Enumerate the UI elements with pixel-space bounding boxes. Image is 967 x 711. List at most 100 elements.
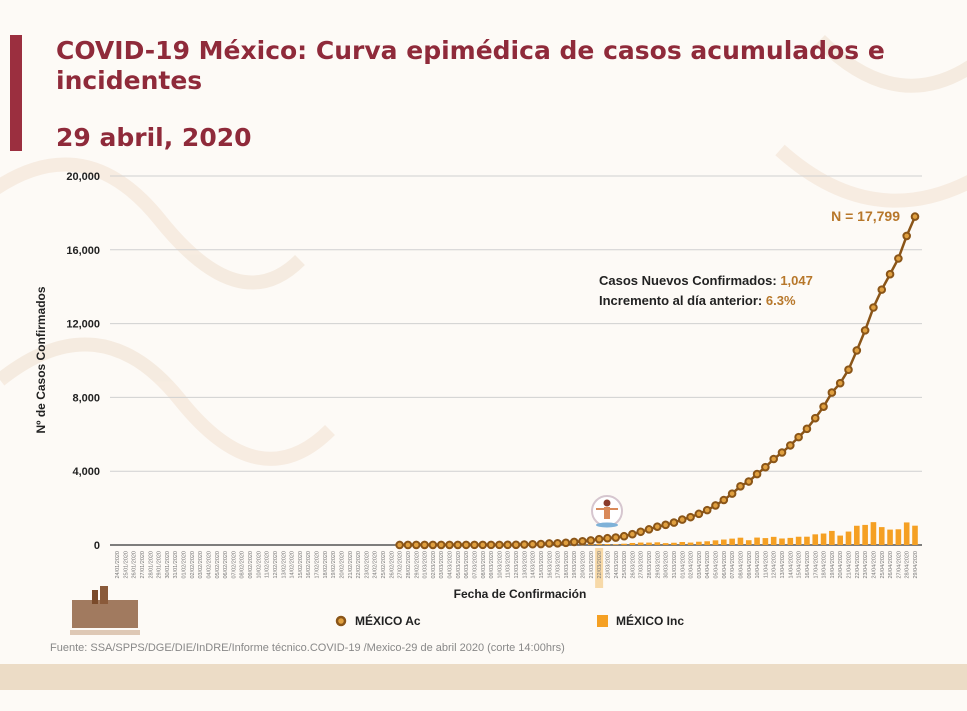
- accumulated-point: [877, 285, 887, 294]
- incident-bar: [845, 531, 852, 545]
- incident-bar: [721, 539, 727, 545]
- accumulated-point: [486, 540, 496, 550]
- x-tick-label: 14/03/2020: [531, 551, 537, 579]
- government-logo: [70, 586, 140, 635]
- x-tick-label: 28/02/2020: [406, 551, 412, 579]
- accumulated-point: [628, 529, 637, 539]
- accumulated-point: [661, 520, 670, 530]
- y-tick-label: 16,000: [66, 245, 100, 257]
- accumulated-point: [403, 540, 413, 550]
- x-tick-label: 05/02/2020: [215, 551, 221, 579]
- incident-bar: [837, 535, 843, 545]
- legend: MÉXICO Ac MÉXICO Inc: [335, 613, 684, 628]
- incident-bar: [903, 522, 910, 545]
- x-tick-label: 02/04/2020: [689, 551, 695, 579]
- x-tick-label: 06/03/2020: [464, 551, 470, 579]
- x-tick-label: 15/02/2020: [298, 551, 304, 579]
- x-tick-label: 14/02/2020: [290, 551, 296, 579]
- accumulated-point: [528, 539, 537, 549]
- incident-bar: [679, 541, 686, 545]
- accumulated-point: [536, 539, 546, 549]
- x-tick-label: 25/02/2020: [381, 551, 387, 579]
- x-tick-label: 17/04/2020: [813, 551, 819, 579]
- incident-bar: [604, 544, 611, 545]
- total-annotation: N = 17,799: [831, 208, 900, 224]
- x-tick-label: 07/04/2020: [730, 551, 736, 579]
- highlighted-date: [595, 548, 604, 588]
- x-tick-label: 12/03/2020: [514, 551, 520, 579]
- x-tick-label: 07/02/2020: [231, 551, 237, 579]
- accumulated-point: [436, 540, 446, 550]
- accumulated-point: [653, 522, 662, 531]
- accumulated-point: [860, 326, 870, 335]
- x-tick-label: 09/04/2020: [747, 551, 753, 579]
- accumulated-point: [727, 489, 737, 498]
- increase-value: 6.3%: [766, 293, 796, 308]
- increase-annotation: Incremento al día anterior: 6.3%: [599, 293, 796, 308]
- accumulated-point: [445, 540, 454, 550]
- x-tick-label: 11/02/2020: [265, 551, 271, 578]
- x-tick-label: 05/04/2020: [714, 551, 720, 579]
- incident-bar: [895, 529, 902, 545]
- x-tick-label: 03/03/2020: [439, 551, 445, 579]
- accumulated-point: [894, 254, 903, 263]
- incident-bar: [596, 543, 602, 545]
- x-tick-label: 28/01/2020: [148, 551, 154, 579]
- x-tick-label: 18/02/2020: [323, 551, 329, 579]
- footer-band: [0, 664, 967, 690]
- x-tick-label: 12/04/2020: [772, 551, 778, 579]
- x-tick-label: 04/02/2020: [206, 551, 212, 579]
- x-tick-label: 16/02/2020: [306, 551, 312, 579]
- y-tick-label: 0: [94, 540, 100, 552]
- accumulated-point: [569, 537, 579, 547]
- x-tick-label: 06/02/2020: [223, 551, 229, 579]
- incident-bar: [637, 542, 644, 545]
- x-tick-label: 02/03/2020: [431, 551, 437, 579]
- incident-bar: [779, 538, 785, 545]
- x-axis-label: Fecha de Confirmación: [454, 587, 587, 601]
- x-tick-label: 29/04/2020: [913, 551, 919, 579]
- new-cases-annotation: Casos Nuevos Confirmados: 1,047: [599, 273, 813, 288]
- incident-bar: [662, 543, 669, 545]
- incident-bar: [737, 537, 744, 545]
- x-tick-label: 17/02/2020: [315, 551, 321, 579]
- x-tick-label: 15/03/2020: [539, 551, 545, 579]
- x-tick-label: 01/03/2020: [423, 551, 429, 579]
- accumulated-point: [736, 482, 745, 491]
- legend-ac-marker: [335, 615, 347, 627]
- accumulated-point: [511, 540, 521, 550]
- x-tick-label: 10/04/2020: [755, 551, 761, 579]
- incident-bar: [854, 525, 860, 545]
- x-tick-label: 04/03/2020: [448, 551, 454, 579]
- x-tick-label: 10/03/2020: [497, 551, 503, 579]
- x-tick-label: 20/03/2020: [581, 551, 587, 579]
- incident-bar: [629, 542, 636, 545]
- x-tick-label: 12/02/2020: [273, 551, 279, 579]
- accumulated-point: [553, 538, 562, 548]
- legend-inc-label: MÉXICO Inc: [616, 613, 684, 628]
- x-tick-label: 21/02/2020: [348, 551, 354, 579]
- accumulated-point: [769, 454, 778, 464]
- accent-bar: [10, 35, 22, 151]
- x-tick-label: 19/03/2020: [572, 551, 578, 579]
- incident-bar: [612, 544, 619, 545]
- accumulated-point: [561, 538, 571, 548]
- x-tick-label: 01/04/2020: [680, 551, 686, 579]
- x-tick-label: 02/02/2020: [190, 551, 196, 579]
- accumulated-point: [594, 534, 604, 544]
- accumulated-point: [810, 413, 820, 423]
- incident-bar: [762, 538, 769, 545]
- accumulated-point: [411, 540, 421, 550]
- incident-bar: [745, 540, 752, 545]
- x-tick-label: 29/03/2020: [655, 551, 661, 579]
- x-tick-label: 13/02/2020: [281, 551, 287, 579]
- x-tick-label: 28/03/2020: [647, 551, 653, 579]
- incident-bar: [820, 533, 827, 545]
- accumulated-point: [885, 269, 895, 279]
- accumulated-point: [835, 378, 845, 388]
- incident-bar: [696, 541, 702, 545]
- x-tick-label: 03/02/2020: [198, 551, 204, 579]
- x-tick-label: 01/02/2020: [182, 551, 188, 579]
- x-tick-label: 11/04/2020: [763, 551, 769, 578]
